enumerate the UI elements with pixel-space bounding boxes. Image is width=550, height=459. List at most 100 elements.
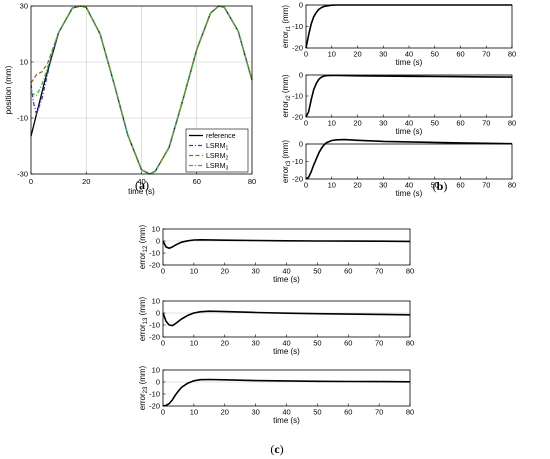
x-tick-label: 50 — [431, 50, 439, 59]
y-axis-label: position (mm) — [4, 65, 13, 114]
x-tick-label: 60 — [456, 119, 464, 128]
series-line-b2 — [305, 74, 513, 118]
y-tick-label: -10 — [17, 114, 28, 123]
x-tick-label: 20 — [353, 50, 361, 59]
x-tick-label: 10 — [190, 267, 198, 276]
y-tick-label: -20 — [149, 402, 160, 411]
x-axis-label: time (s) — [396, 189, 423, 198]
x-tick-label: 40 — [405, 181, 413, 190]
y-tick-label: 10 — [20, 58, 28, 67]
x-axis-label: time (s) — [273, 275, 300, 284]
y-tick-label: -20 — [292, 175, 303, 184]
x-axis-label: time (s) — [396, 127, 423, 136]
x-tick-label: 50 — [313, 267, 321, 276]
legend-box — [185, 128, 249, 173]
series-line-c2 — [162, 310, 411, 327]
y-axis-label: error12 (mm) — [138, 224, 149, 269]
x-tick-label: 30 — [251, 408, 259, 417]
x-tick-label: 20 — [221, 267, 229, 276]
series-line-lsrm2 — [30, 5, 253, 175]
x-tick-label: 30 — [379, 181, 387, 190]
x-tick-label: 80 — [406, 267, 414, 276]
series-line-b3 — [305, 138, 513, 180]
x-tick-label: 0 — [304, 50, 308, 59]
x-tick-label: 20 — [353, 119, 361, 128]
x-tick-label: 0 — [161, 267, 165, 276]
plot-area — [306, 5, 512, 48]
x-tick-label: 0 — [161, 339, 165, 348]
chart-b3: 0 10 20 30 40 50 60 70 80 -20 -10 0 time (s) errorr3 … — [281, 138, 516, 198]
x-axis-label: time (s) — [273, 416, 300, 425]
x-tick-label: 60 — [456, 181, 464, 190]
y-tick-label: 0 — [299, 71, 303, 80]
y-axis-label: error23 (mm) — [138, 365, 149, 410]
y-tick-label: -10 — [149, 249, 160, 258]
x-tick-label: 10 — [328, 181, 336, 190]
x-tick-label: 60 — [344, 408, 352, 417]
legend-label: reference — [206, 133, 236, 140]
x-tick-label: 50 — [313, 339, 321, 348]
y-tick-label: 0 — [299, 140, 303, 149]
y-axis-label: error13 (mm) — [138, 296, 149, 341]
x-tick-label: 10 — [190, 339, 198, 348]
x-tick-label: 50 — [431, 181, 439, 190]
x-tick-label: 30 — [379, 119, 387, 128]
x-tick-label: 0 — [304, 181, 308, 190]
y-tick-label: -10 — [149, 390, 160, 399]
y-axis-label: errorr2 (mm) — [281, 74, 292, 117]
x-tick-label: 80 — [406, 339, 414, 348]
x-tick-label: 70 — [375, 408, 383, 417]
x-tick-label: 40 — [405, 119, 413, 128]
x-tick-label: 60 — [344, 267, 352, 276]
x-tick-label: 70 — [482, 181, 490, 190]
x-tick-label: 40 — [282, 267, 290, 276]
plot-area — [163, 301, 410, 337]
x-tick-label: 60 — [344, 339, 352, 348]
panel-label-b: (b) — [433, 179, 448, 193]
y-tick-label: 10 — [152, 297, 160, 306]
y-tick-label: 0 — [156, 237, 160, 246]
y-tick-label: -30 — [17, 170, 28, 179]
x-tick-label: 20 — [353, 181, 361, 190]
plot-area — [163, 370, 410, 406]
y-tick-label: 30 — [20, 2, 28, 11]
panel-label-a: (a) — [135, 178, 149, 192]
y-tick-label: -10 — [292, 92, 303, 101]
x-tick-label: 50 — [431, 119, 439, 128]
x-tick-label: 80 — [406, 408, 414, 417]
x-tick-label: 10 — [190, 408, 198, 417]
x-tick-label: 30 — [251, 339, 259, 348]
x-tick-label: 30 — [379, 50, 387, 59]
x-tick-label: 40 — [137, 177, 145, 186]
chart-b1: 0 10 20 30 40 50 60 70 80 -20 -10 0 time (s) errorr1 … — [281, 1, 516, 67]
x-tick-label: 60 — [456, 50, 464, 59]
x-tick-label: 30 — [251, 267, 259, 276]
x-axis-label: time (s) — [128, 187, 155, 196]
x-tick-label: 80 — [508, 181, 516, 190]
y-tick-label: -20 — [292, 44, 303, 53]
x-tick-label: 0 — [161, 408, 165, 417]
x-axis-label: time (s) — [396, 58, 423, 67]
y-tick-label: -20 — [149, 261, 160, 270]
x-tick-label: 70 — [482, 50, 490, 59]
y-tick-label: 0 — [156, 309, 160, 318]
y-tick-label: -10 — [292, 22, 303, 31]
y-axis-label: errorr3 (mm) — [281, 140, 292, 183]
y-tick-label: -10 — [292, 157, 303, 166]
x-tick-label: 70 — [482, 119, 490, 128]
y-tick-label: 10 — [152, 225, 160, 234]
x-tick-label: 0 — [304, 119, 308, 128]
legend-label: LSRM1 — [206, 143, 228, 152]
x-tick-label: 0 — [29, 177, 33, 186]
y-axis-label: errorr1 (mm) — [281, 5, 292, 48]
plot-area — [306, 144, 512, 179]
x-tick-label: 70 — [375, 339, 383, 348]
x-tick-label: 20 — [82, 177, 90, 186]
plot-area — [163, 229, 410, 265]
x-tick-label: 10 — [328, 119, 336, 128]
x-tick-label: 20 — [221, 408, 229, 417]
y-tick-label: 0 — [299, 1, 303, 10]
x-tick-label: 80 — [248, 177, 256, 186]
